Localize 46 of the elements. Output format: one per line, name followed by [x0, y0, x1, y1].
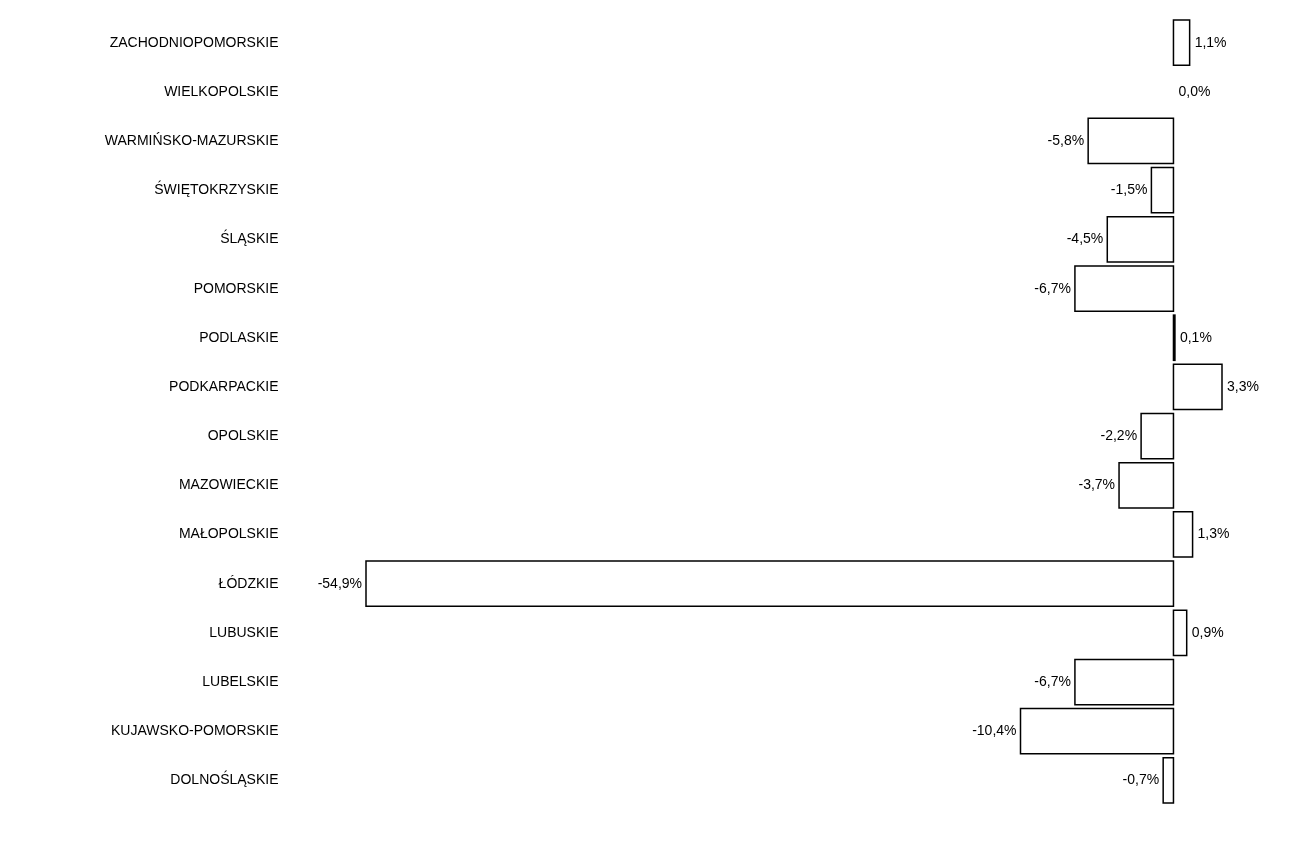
y-tick-label: ŚLĄSKIE [220, 229, 279, 247]
y-tick-label: KUJAWSKO-POMORSKIE [110, 722, 279, 739]
data-label: 1,3% [1197, 525, 1230, 542]
bar [1172, 19, 1191, 66]
data-label: -4,5% [1066, 230, 1104, 247]
y-tick-label: MAZOWIECKIE [178, 476, 279, 493]
y-tick-label: WIELKOPOLSKIE [164, 82, 279, 99]
data-label: -5,8% [1047, 131, 1085, 148]
bar [1074, 265, 1175, 312]
bar [1118, 461, 1175, 509]
bar [365, 560, 1175, 608]
data-label: 0,1% [1179, 328, 1212, 345]
data-label: -3,7% [1078, 476, 1116, 493]
y-tick-label: ŁÓDZKIE [218, 574, 279, 591]
bar [1172, 363, 1223, 411]
data-label: 0,9% [1191, 623, 1224, 640]
bar [1087, 117, 1175, 165]
y-tick-label: MAŁOPOLSKIE [178, 525, 279, 542]
y-tick-label: WARMIŃSKO-MAZURSKIE [104, 131, 279, 148]
y-tick-label: PODLASKIE [199, 328, 279, 345]
bar [1150, 166, 1175, 214]
bar [1162, 757, 1175, 804]
bar [1140, 412, 1175, 460]
data-label: -10,4% [972, 722, 1017, 739]
data-label: -2,2% [1100, 427, 1138, 444]
data-label: 3,3% [1227, 377, 1259, 394]
bar [1172, 511, 1194, 558]
data-label: -1,5% [1110, 181, 1148, 198]
y-tick-label: PODKARPACKIE [169, 377, 279, 394]
data-label: -6,7% [1034, 279, 1071, 296]
bar [1019, 707, 1175, 755]
y-tick-label: LUBUSKIE [209, 623, 279, 640]
data-label: -54,9% [317, 574, 362, 591]
data-label: -6,7% [1034, 673, 1071, 690]
y-tick-label: POMORSKIE [193, 279, 279, 296]
y-tick-label: OPOLSKIE [207, 427, 279, 444]
data-label: 0,0% [1178, 82, 1211, 99]
data-label: -0,7% [1122, 771, 1160, 788]
y-tick-label: LUBELSKIE [202, 673, 279, 690]
bar [1074, 658, 1175, 706]
bar [1106, 215, 1175, 263]
data-label: 1,1% [1194, 33, 1227, 50]
y-tick-label: ŚWIĘTOKRZYSKIE [154, 180, 279, 198]
y-tick-label: ZACHODNIOPOMORSKIE [109, 33, 279, 50]
bar [1172, 609, 1188, 657]
y-tick-label: DOLNOŚLĄSKIE [170, 770, 279, 788]
